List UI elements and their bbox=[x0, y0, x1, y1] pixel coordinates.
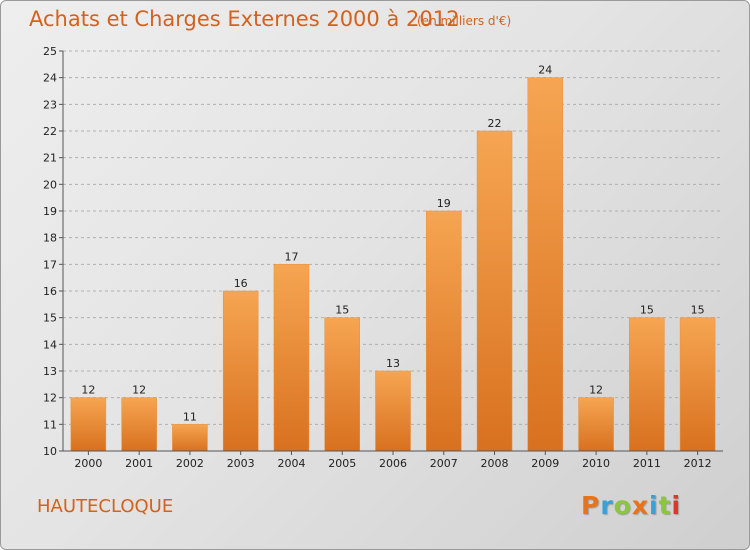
bar bbox=[273, 264, 310, 452]
bar-value-label: 15 bbox=[640, 304, 654, 317]
logo-letter: o bbox=[613, 491, 632, 520]
x-tick-label: 2009 bbox=[531, 457, 559, 470]
bar bbox=[578, 397, 614, 452]
y-tick-label: 24 bbox=[43, 72, 57, 85]
y-tick-label: 22 bbox=[43, 125, 57, 138]
commune-name: HAUTECLOQUE bbox=[37, 496, 174, 517]
bar bbox=[70, 397, 107, 452]
x-tick-label: 2000 bbox=[74, 457, 102, 470]
x-tick-label: 2001 bbox=[125, 457, 153, 470]
y-tick-label: 18 bbox=[43, 232, 57, 245]
bar-value-label: 19 bbox=[437, 197, 451, 210]
bar-layer bbox=[70, 77, 716, 452]
bar-value-label: 17 bbox=[284, 250, 298, 263]
bar-value-label: 15 bbox=[691, 304, 705, 317]
bar-value-label: 11 bbox=[183, 410, 197, 423]
chart-title: Achats et Charges Externes 2000 à 2012 bbox=[29, 7, 460, 31]
y-tick-label: 23 bbox=[43, 98, 57, 111]
logo-letter: t bbox=[658, 491, 672, 520]
bar bbox=[121, 397, 157, 452]
axis-layer: 10 11 12 13 14 15 16 17 18 19 20 21 22 23 24 25 2000 2001… bbox=[43, 45, 723, 470]
x-tick-label: 2008 bbox=[481, 457, 509, 470]
bar bbox=[527, 77, 564, 452]
bar bbox=[426, 210, 462, 452]
y-tick-label: 12 bbox=[43, 392, 57, 405]
logo-letter: i bbox=[649, 491, 659, 520]
y-tick-label: 19 bbox=[43, 205, 57, 218]
bar-value-label: 13 bbox=[386, 357, 400, 370]
chart-subtitle: (en milliers d'€) bbox=[417, 14, 512, 28]
x-tick-label: 2003 bbox=[227, 457, 255, 470]
bar-value-label: 12 bbox=[589, 384, 603, 397]
y-tick-label: 25 bbox=[43, 45, 57, 58]
y-tick-label: 20 bbox=[43, 178, 57, 191]
bar-value-label: 12 bbox=[81, 384, 95, 397]
bar bbox=[679, 317, 716, 452]
x-tick-label: 2006 bbox=[379, 457, 407, 470]
y-tick-label: 15 bbox=[43, 312, 57, 325]
logo-letter: P bbox=[581, 491, 601, 520]
bar bbox=[476, 130, 513, 452]
bar bbox=[375, 370, 411, 452]
logo-letter: i bbox=[671, 491, 682, 520]
bar-value-label: 15 bbox=[335, 304, 349, 317]
y-tick-label: 21 bbox=[43, 152, 57, 165]
y-tick-label: 16 bbox=[43, 285, 57, 298]
x-tick-label: 2011 bbox=[633, 457, 661, 470]
logo-letter: x bbox=[631, 491, 649, 520]
bar bbox=[629, 317, 665, 452]
y-tick-label: 14 bbox=[43, 338, 57, 351]
y-tick-label: 10 bbox=[43, 445, 57, 458]
y-tick-label: 17 bbox=[43, 258, 57, 271]
bar-value-label: 16 bbox=[234, 277, 248, 290]
bar-value-label: 24 bbox=[538, 64, 552, 77]
proxiti-logo[interactable]: Proxiti bbox=[581, 491, 681, 520]
label-layer: 12 12 11 16 17 15 13 19 22 24 12 15 15 bbox=[81, 64, 704, 424]
x-tick-label: 2007 bbox=[430, 457, 458, 470]
bar bbox=[172, 424, 208, 452]
x-tick-label: 2005 bbox=[328, 457, 356, 470]
bar-value-label: 12 bbox=[132, 384, 146, 397]
bar-value-label: 22 bbox=[488, 117, 502, 130]
x-tick-label: 2010 bbox=[582, 457, 610, 470]
bar bbox=[222, 290, 259, 452]
x-tick-label: 2002 bbox=[176, 457, 204, 470]
logo-letter: r bbox=[600, 491, 614, 520]
bar bbox=[324, 317, 360, 452]
y-tick-label: 11 bbox=[43, 418, 57, 431]
x-tick-label: 2012 bbox=[684, 457, 712, 470]
y-tick-label: 13 bbox=[43, 365, 57, 378]
x-tick-label: 2004 bbox=[277, 457, 305, 470]
